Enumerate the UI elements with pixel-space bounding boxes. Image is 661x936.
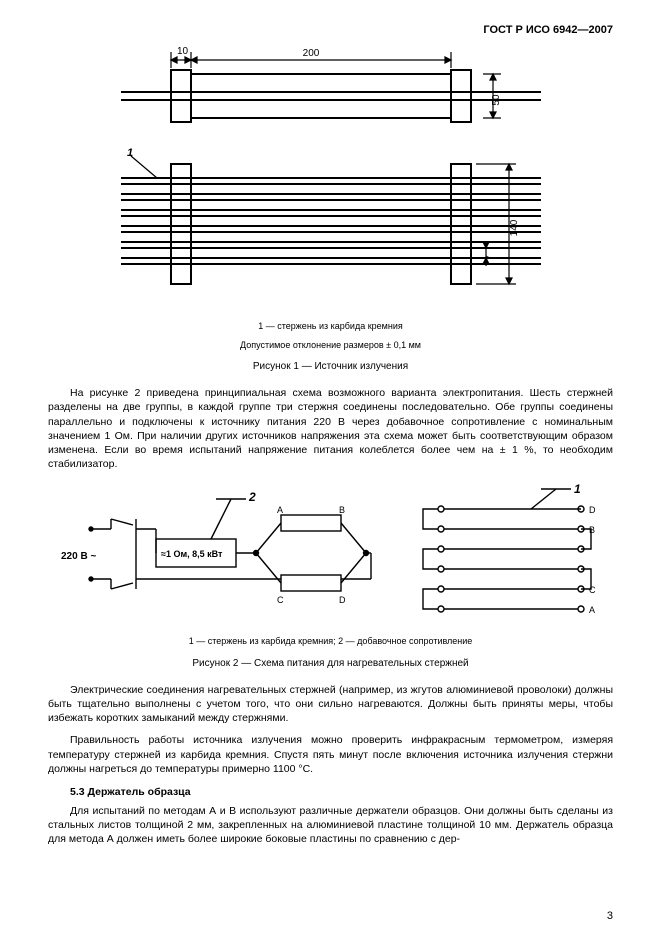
voltage-label: 220 В ~ (61, 551, 96, 562)
dim-200: 200 (302, 48, 319, 59)
resistor-label: ≈1 Ом, 8,5 кВт (161, 549, 223, 559)
doc-header: ГОСТ Р ИСО 6942—2007 (48, 24, 613, 36)
r-node-C: C (589, 585, 596, 595)
fig1-legend-1: 1 — стержень из карбида кремния (48, 320, 613, 333)
fig2-legend: 1 — стержень из карбида кремния; 2 — доб… (48, 635, 613, 648)
node-C: C (277, 595, 284, 605)
para-2: Электрические соединения нагревательных … (48, 683, 613, 726)
fig1-legend-2: Допустимое отклонение размеров ± 0,1 мм (48, 339, 613, 352)
para-4: Для испытаний по методам А и В использую… (48, 804, 613, 847)
dim-140: 140 (509, 219, 520, 236)
page-number: 3 (607, 910, 613, 922)
dim-7: 7 (485, 255, 496, 261)
fig2-title: Рисунок 2 — Схема питания для нагревател… (48, 658, 613, 669)
node-A: A (277, 505, 283, 515)
para-1: На рисунке 2 приведена принципиальная сх… (48, 386, 613, 471)
r-node-B: B (589, 525, 595, 535)
dim-10: 10 (177, 46, 189, 57)
fig1-title: Рисунок 1 — Источник излучения (48, 361, 613, 372)
para-3: Правильность работы источника излучения … (48, 733, 613, 776)
fig1-label-1: 1 (127, 147, 133, 159)
fig2-label-1: 1 (574, 482, 581, 496)
dim-50: 50 (491, 94, 502, 106)
figure-2: 220 В ~ ≈1 Ом, 8,5 кВт 2 1 A B C D D B C… (48, 479, 613, 669)
r-node-A: A (589, 605, 595, 615)
fig2-label-2: 2 (248, 490, 256, 504)
figure-1: 10 200 50 (48, 44, 613, 372)
section-5-3: 5.3 Держатель образца (48, 786, 613, 798)
node-B: B (339, 505, 345, 515)
r-node-D: D (589, 505, 596, 515)
node-D: D (339, 595, 346, 605)
